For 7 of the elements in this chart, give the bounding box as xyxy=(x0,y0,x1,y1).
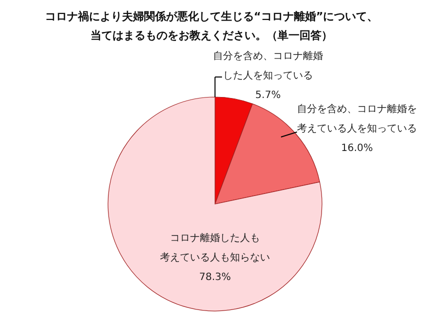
data-label: 78.3% xyxy=(199,272,231,283)
slice-label: 自分を含め、コロナ離婚を考えている人を知っている xyxy=(297,103,417,134)
data-label: 5.7% xyxy=(255,90,281,101)
slice-label: 自分を含め、コロナ離婚した人を知っている xyxy=(213,50,323,82)
slice-label: コロナ離婚した人も考えている人も知らない xyxy=(160,232,270,264)
data-label: 16.0% xyxy=(341,143,373,154)
chart-title: コロナ禍により夫婦関係が悪化して生じる“コロナ離婚”について、当てはまるものをお教えください。（単一回答） xyxy=(44,10,378,42)
